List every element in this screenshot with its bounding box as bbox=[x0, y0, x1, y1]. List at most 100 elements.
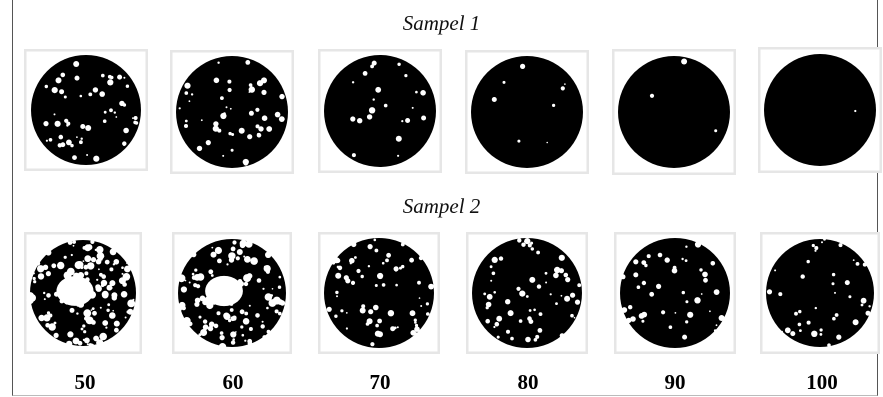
pore bbox=[573, 316, 576, 319]
pore bbox=[710, 261, 716, 266]
pore bbox=[784, 327, 791, 334]
pore bbox=[43, 121, 49, 127]
pore bbox=[354, 256, 357, 259]
pore bbox=[266, 126, 273, 132]
pore bbox=[265, 297, 269, 301]
pore bbox=[80, 266, 84, 270]
pore bbox=[335, 290, 339, 295]
pore bbox=[271, 288, 274, 290]
pore bbox=[633, 259, 639, 265]
pore bbox=[84, 271, 89, 276]
pore bbox=[351, 241, 357, 248]
pore bbox=[227, 79, 232, 84]
pore bbox=[823, 237, 826, 241]
pore bbox=[124, 265, 131, 273]
pore bbox=[114, 327, 119, 333]
pore bbox=[200, 329, 208, 336]
pore bbox=[371, 60, 377, 66]
pore bbox=[243, 281, 249, 287]
pore bbox=[277, 285, 282, 289]
pore bbox=[43, 291, 46, 295]
pore bbox=[574, 299, 581, 305]
pore bbox=[198, 315, 202, 319]
pore bbox=[383, 103, 388, 108]
pore bbox=[628, 305, 633, 310]
pore bbox=[72, 240, 76, 244]
pore bbox=[560, 86, 565, 91]
pore bbox=[66, 124, 69, 127]
pore bbox=[178, 107, 181, 110]
pore bbox=[214, 246, 222, 255]
pore bbox=[66, 267, 75, 276]
pore bbox=[681, 290, 685, 295]
pore bbox=[530, 241, 534, 245]
pore bbox=[519, 290, 526, 297]
pore bbox=[852, 319, 859, 326]
pore bbox=[414, 321, 417, 324]
pore bbox=[208, 321, 215, 328]
sample-2-image-60 bbox=[172, 232, 292, 354]
pore bbox=[230, 294, 233, 298]
pore bbox=[261, 320, 264, 323]
pore bbox=[811, 243, 815, 248]
pore bbox=[844, 280, 850, 286]
pore bbox=[248, 327, 253, 331]
pore bbox=[66, 139, 72, 146]
pore bbox=[333, 259, 338, 264]
pore bbox=[109, 312, 116, 319]
pore bbox=[102, 119, 107, 123]
pore bbox=[74, 75, 80, 81]
pore bbox=[279, 93, 285, 100]
pore bbox=[626, 317, 632, 324]
pore bbox=[661, 310, 666, 315]
sample-2-image-100 bbox=[760, 232, 880, 354]
pore bbox=[113, 111, 117, 114]
pore bbox=[528, 309, 532, 312]
pore bbox=[852, 259, 855, 261]
pore bbox=[255, 313, 260, 318]
pore bbox=[80, 137, 83, 140]
pore bbox=[181, 305, 186, 311]
pore bbox=[123, 76, 126, 79]
pore bbox=[340, 309, 344, 313]
pore bbox=[367, 265, 371, 268]
pore bbox=[401, 120, 404, 123]
pore bbox=[564, 295, 571, 302]
pore bbox=[70, 253, 73, 257]
specimen-disc bbox=[324, 238, 434, 348]
pore bbox=[124, 316, 127, 319]
pore bbox=[374, 284, 378, 287]
pore bbox=[496, 315, 503, 322]
label-90: 90 bbox=[664, 370, 686, 394]
pore bbox=[386, 252, 391, 258]
pore bbox=[671, 267, 678, 274]
pore bbox=[361, 304, 366, 309]
pore bbox=[865, 310, 871, 316]
pore bbox=[120, 291, 128, 298]
pore bbox=[395, 283, 398, 287]
pore bbox=[122, 282, 127, 287]
pore bbox=[400, 242, 405, 247]
pore bbox=[797, 322, 802, 327]
pore bbox=[104, 259, 110, 265]
pore bbox=[99, 332, 107, 341]
pore bbox=[125, 84, 130, 88]
pore bbox=[507, 310, 514, 317]
pore bbox=[395, 270, 397, 272]
pore bbox=[225, 106, 228, 109]
pore bbox=[533, 308, 536, 312]
pore bbox=[668, 325, 673, 329]
pore bbox=[64, 118, 69, 123]
pore bbox=[101, 73, 105, 78]
pore bbox=[58, 134, 64, 140]
pore bbox=[59, 89, 65, 95]
pore bbox=[349, 262, 352, 265]
pore bbox=[409, 310, 416, 317]
pore bbox=[95, 285, 102, 292]
pore bbox=[564, 83, 566, 85]
pore bbox=[703, 277, 708, 283]
pore bbox=[425, 302, 429, 306]
pore bbox=[105, 326, 108, 329]
pore bbox=[418, 297, 421, 299]
specimen-disc bbox=[31, 55, 141, 165]
